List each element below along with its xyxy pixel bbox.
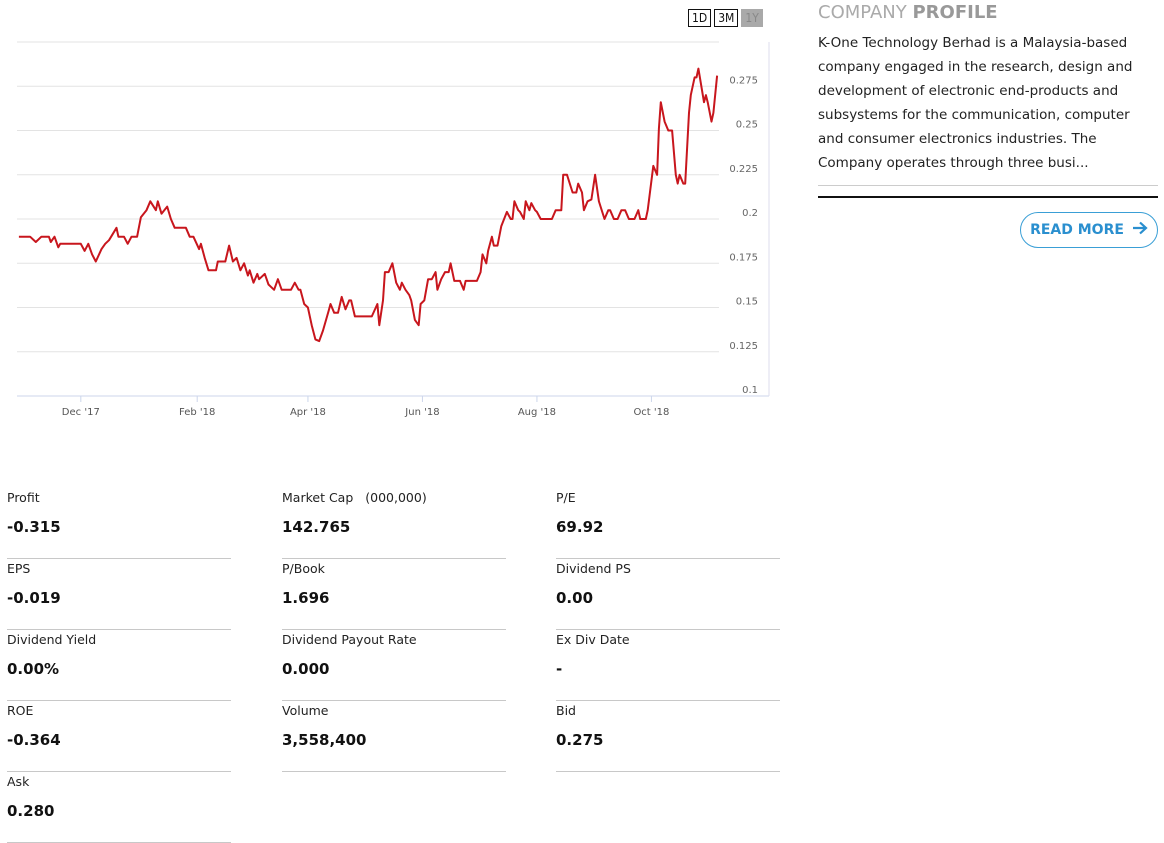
profile-heading-bold: PROFILE	[912, 2, 998, 23]
stat-value: 3,558,400	[282, 731, 367, 749]
stat-label: EPS	[7, 561, 30, 576]
stat-ask: Ask 0.280	[7, 772, 231, 843]
x-tick-label: Dec '17	[62, 407, 100, 418]
y-tick-label: 0.15	[736, 297, 758, 308]
arrow-right-icon	[1132, 221, 1148, 239]
y-tick-label: 0.275	[729, 75, 758, 86]
stat-label-text: Dividend Yield	[7, 632, 97, 647]
stat-value: 0.280	[7, 802, 55, 820]
stat-value: 0.00%	[7, 660, 60, 678]
stat-value: -0.019	[7, 589, 61, 607]
stat-roe: ROE -0.364	[7, 701, 231, 772]
stat-label-text: Ask	[7, 774, 30, 789]
y-tick-label: 0.1	[742, 385, 758, 396]
read-more-button[interactable]: READ MORE	[1020, 212, 1158, 248]
stat-label: Dividend Payout Rate	[282, 632, 417, 647]
y-tick-label: 0.175	[729, 252, 758, 263]
profile-heading: COMPANY PROFILE	[818, 2, 1158, 23]
stat-value: 0.275	[556, 731, 604, 749]
stat-label: ROE	[7, 703, 33, 718]
y-tick-label: 0.125	[729, 341, 758, 352]
company-profile: COMPANY PROFILE K-One Technology Berhad …	[818, 2, 1158, 248]
y-tick-label: 0.225	[729, 164, 758, 175]
stat-label: Dividend Yield	[7, 632, 96, 647]
range-3m-button[interactable]: 3M	[714, 9, 739, 27]
x-tick-label: Apr '18	[290, 407, 326, 418]
profile-description: K-One Technology Berhad is a Malaysia-ba…	[818, 35, 1133, 171]
y-tick-label: 0.25	[736, 120, 758, 131]
range-1d-button[interactable]: 1D	[688, 9, 712, 27]
stat-label-text: Market Cap	[282, 490, 354, 505]
x-tick-label: Oct '18	[633, 407, 669, 418]
stat-value: 0.000	[282, 660, 330, 678]
stat-label: Market Cap (000,000)	[282, 490, 427, 505]
stat-label-text: P/Book	[282, 561, 325, 576]
stat-value: 1.696	[282, 589, 330, 607]
stat-label-text: Dividend Payout Rate	[282, 632, 417, 647]
divider	[818, 185, 1158, 186]
price-line	[18, 67, 719, 343]
price-chart: 0.1 0.125 0.15 0.175 0.2 0.225 0.25 0.275 Dec '1…	[17, 41, 770, 418]
stat-label: Dividend PS	[556, 561, 631, 576]
stat-label-text: Profit	[7, 490, 40, 505]
stat-label: Bid	[556, 703, 576, 718]
stats-grid: Profit -0.315 Market Cap (000,000) 142.765 P/…	[7, 488, 780, 843]
x-tick-label: Feb '18	[179, 407, 215, 418]
stat-eps: EPS -0.019	[7, 559, 231, 630]
stat-volume: Volume 3,558,400	[282, 701, 506, 772]
x-tick-label: Aug '18	[518, 407, 556, 418]
stat-label: P/Book	[282, 561, 325, 576]
stat-label: Profit	[7, 490, 40, 505]
range-selector: 1D 3M 1Y	[688, 9, 763, 27]
stat-p-book: P/Book 1.696	[282, 559, 506, 630]
y-tick-label: 0.2	[742, 208, 758, 219]
stat-label: Ask	[7, 774, 29, 789]
stat-label-text: EPS	[7, 561, 31, 576]
read-more-label: READ MORE	[1030, 222, 1124, 238]
stat-label-text: P/E	[556, 490, 576, 505]
stat-profit: Profit -0.315	[7, 488, 231, 559]
stat-dividend-payout-rate: Dividend Payout Rate 0.000	[282, 630, 506, 701]
stat-value: -0.364	[7, 731, 61, 749]
stat-value: 0.00	[556, 589, 594, 607]
stat-dividend-yield: Dividend Yield 0.00%	[7, 630, 231, 701]
x-tick-label: Jun '18	[404, 407, 439, 418]
stat-value: -0.315	[7, 518, 61, 536]
stat-value: 142.765	[282, 518, 351, 536]
divider-thick	[818, 196, 1158, 198]
stat-label-text: Dividend PS	[556, 561, 631, 576]
stat-label-text: Ex Div Date	[556, 632, 630, 647]
stat-p-e: P/E 69.92	[556, 488, 780, 559]
stat-unit: (000,000)	[365, 490, 427, 505]
stat-label-text: Volume	[282, 703, 329, 718]
stat-value: -	[556, 660, 563, 678]
stat-ex-div-date: Ex Div Date -	[556, 630, 780, 701]
stat-bid: Bid 0.275	[556, 701, 780, 772]
stat-market-cap: Market Cap (000,000) 142.765	[282, 488, 506, 559]
stat-label: P/E	[556, 490, 576, 505]
stat-label-text: Bid	[556, 703, 576, 718]
stat-label: Volume	[282, 703, 329, 718]
stat-label: Ex Div Date	[556, 632, 630, 647]
stat-label-text: ROE	[7, 703, 34, 718]
stat-dividend-ps: Dividend PS 0.00	[556, 559, 780, 630]
stat-value: 69.92	[556, 518, 604, 536]
profile-heading-light: COMPANY	[818, 2, 913, 23]
range-1y-button[interactable]: 1Y	[741, 9, 763, 27]
